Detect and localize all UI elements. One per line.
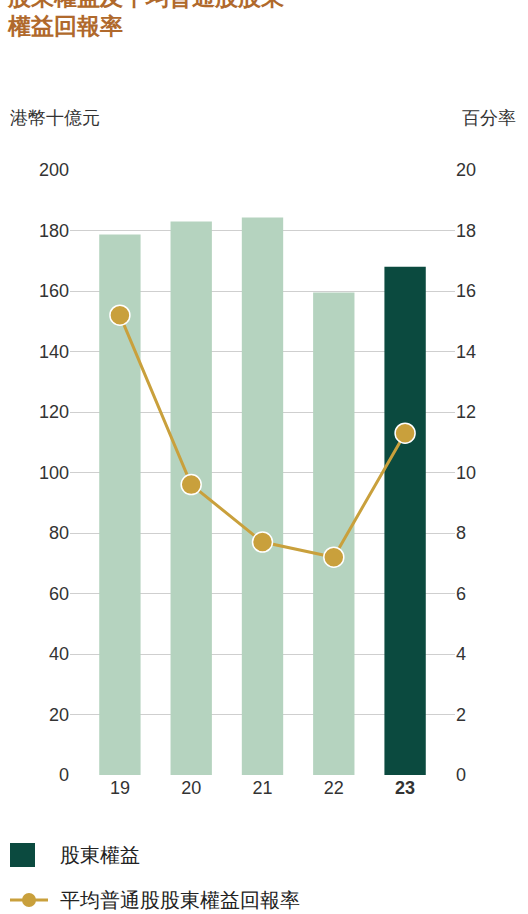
svg-text:6: 6 xyxy=(456,584,466,604)
svg-text:180: 180 xyxy=(39,221,69,241)
svg-text:23: 23 xyxy=(395,778,415,798)
svg-text:20: 20 xyxy=(456,160,476,180)
svg-text:0: 0 xyxy=(456,765,466,785)
svg-text:4: 4 xyxy=(456,644,466,664)
svg-text:2: 2 xyxy=(456,705,466,725)
svg-text:100: 100 xyxy=(39,463,69,483)
svg-text:60: 60 xyxy=(49,584,69,604)
svg-text:200: 200 xyxy=(39,160,69,180)
svg-text:8: 8 xyxy=(456,523,466,543)
svg-text:20: 20 xyxy=(49,705,69,725)
svg-text:19: 19 xyxy=(110,778,130,798)
svg-text:16: 16 xyxy=(456,281,476,301)
svg-text:21: 21 xyxy=(252,778,272,798)
svg-text:18: 18 xyxy=(456,221,476,241)
svg-text:140: 140 xyxy=(39,342,69,362)
svg-text:百分率: 百分率 xyxy=(462,108,516,128)
svg-text:0: 0 xyxy=(59,765,69,785)
svg-text:平均普通股股東權益回報率: 平均普通股股東權益回報率 xyxy=(60,889,300,911)
svg-text:12: 12 xyxy=(456,402,476,422)
svg-text:40: 40 xyxy=(49,644,69,664)
svg-text:股東權益及平均普通股股東權益回報率: 股東權益及平均普通股股東權益回報率 xyxy=(7,0,284,39)
svg-text:160: 160 xyxy=(39,281,69,301)
svg-text:10: 10 xyxy=(456,463,476,483)
svg-text:80: 80 xyxy=(49,523,69,543)
svg-text:14: 14 xyxy=(456,342,476,362)
svg-text:20: 20 xyxy=(181,778,201,798)
svg-text:港幣十億元: 港幣十億元 xyxy=(10,108,100,128)
svg-text:股東權益: 股東權益 xyxy=(60,844,140,866)
svg-text:120: 120 xyxy=(39,402,69,422)
svg-text:22: 22 xyxy=(324,778,344,798)
